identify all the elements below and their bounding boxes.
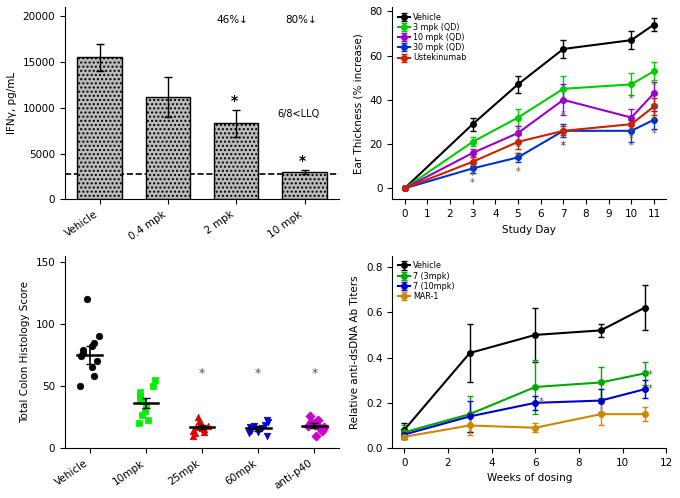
Text: *: *: [311, 368, 318, 380]
Point: [86, 364, 97, 372]
Point: [143, 415, 154, 423]
Point: [315, 424, 326, 432]
Text: *: *: [651, 116, 656, 126]
Point: [78, 349, 88, 357]
Point: [252, 425, 262, 433]
Legend: Vehicle, 7 (3mpk), 7 (10mpk), MAR-1: Vehicle, 7 (3mpk), 7 (10mpk), MAR-1: [396, 259, 456, 302]
Text: *: *: [561, 140, 566, 150]
Point: [203, 422, 214, 430]
Point: [136, 411, 147, 419]
Text: *: *: [648, 383, 653, 393]
Point: [135, 388, 146, 396]
Point: [309, 419, 320, 427]
Point: [86, 342, 97, 350]
Point: [194, 417, 205, 425]
Bar: [146, 97, 190, 199]
Bar: [214, 124, 258, 199]
Point: [82, 295, 92, 303]
Point: [78, 346, 88, 354]
Point: [197, 424, 208, 432]
Text: *: *: [231, 94, 238, 108]
Point: [92, 357, 103, 365]
Text: *: *: [561, 140, 566, 150]
Point: [249, 422, 260, 430]
X-axis label: Weeks of dosing: Weeks of dosing: [487, 474, 572, 484]
Point: [262, 418, 273, 426]
Point: [192, 413, 203, 421]
Point: [89, 339, 100, 347]
Text: *: *: [515, 127, 520, 137]
X-axis label: Study Day: Study Day: [503, 225, 556, 235]
Point: [256, 424, 267, 432]
Text: *: *: [515, 143, 520, 153]
Point: [190, 423, 201, 431]
Legend: Vehicle, 3 mpk (QD), 10 mpk (QD), 30 mpk (QD), Ustekinumab: Vehicle, 3 mpk (QD), 10 mpk (QD), 30 mpk…: [396, 11, 468, 64]
Point: [245, 427, 256, 435]
Point: [305, 418, 316, 426]
Point: [312, 415, 323, 423]
Text: 46%↓: 46%↓: [217, 15, 249, 25]
Point: [133, 419, 144, 427]
Text: *: *: [199, 368, 205, 380]
Bar: [282, 172, 327, 199]
Text: *: *: [471, 171, 475, 181]
Text: *: *: [471, 163, 475, 173]
Text: *: *: [471, 178, 475, 188]
Text: *: *: [561, 110, 566, 120]
Point: [199, 428, 209, 436]
Point: [93, 332, 104, 340]
Y-axis label: Ear Thickness (% increase): Ear Thickness (% increase): [354, 33, 364, 173]
Point: [311, 432, 322, 440]
Point: [188, 427, 199, 435]
Text: *: *: [299, 154, 306, 168]
Text: *: *: [651, 103, 656, 113]
Point: [148, 382, 158, 390]
Text: *: *: [629, 127, 634, 137]
Text: *: *: [629, 140, 634, 150]
Text: *: *: [651, 81, 656, 91]
Text: *: *: [515, 167, 520, 177]
Point: [75, 382, 86, 390]
Y-axis label: Total Colon Histology Score: Total Colon Histology Score: [20, 281, 30, 423]
Point: [262, 415, 273, 423]
Y-axis label: IFNγ, pg/mL: IFNγ, pg/mL: [7, 72, 17, 134]
Text: *: *: [651, 129, 656, 139]
Point: [253, 428, 264, 436]
Point: [134, 394, 145, 402]
Point: [303, 422, 313, 430]
Point: [317, 427, 328, 435]
Point: [190, 429, 201, 437]
Point: [141, 401, 152, 409]
Text: *: *: [539, 397, 543, 407]
Bar: [78, 57, 122, 199]
Point: [304, 412, 315, 420]
Text: *: *: [629, 94, 634, 104]
Text: *: *: [648, 370, 653, 380]
Text: *: *: [255, 368, 261, 380]
Point: [150, 376, 161, 384]
Text: 80%↓: 80%↓: [286, 15, 317, 25]
Y-axis label: Relative anti-dsDNA Ab Titers: Relative anti-dsDNA Ab Titers: [350, 275, 360, 429]
Point: [245, 423, 256, 431]
Point: [318, 425, 328, 433]
Point: [318, 423, 329, 431]
Point: [137, 397, 148, 405]
Point: [134, 392, 145, 400]
Point: [88, 372, 99, 380]
Text: *: *: [629, 134, 634, 144]
Point: [139, 407, 150, 415]
Point: [259, 420, 270, 428]
Point: [310, 420, 321, 428]
Text: *: *: [515, 151, 520, 161]
Point: [75, 352, 86, 360]
Text: 6/8<LLQ: 6/8<LLQ: [277, 109, 320, 119]
Point: [188, 432, 199, 440]
Point: [196, 419, 207, 427]
Point: [261, 432, 272, 440]
Point: [199, 425, 209, 433]
Point: [243, 429, 254, 437]
